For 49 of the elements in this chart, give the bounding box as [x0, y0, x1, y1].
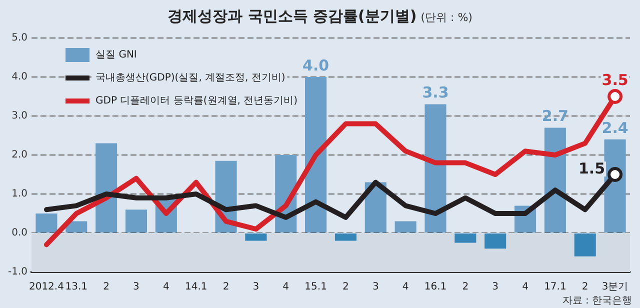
x-tick-label: 2 — [103, 282, 110, 293]
chart-subtitle: (단위 : %) — [420, 11, 472, 24]
bar — [424, 104, 446, 232]
y-tick-label: 5.0 — [12, 32, 28, 44]
x-tick-label: 3 — [133, 282, 140, 293]
bar — [245, 234, 267, 241]
x-tick-label: 2 — [342, 282, 349, 293]
y-tick-label: 3.0 — [12, 110, 28, 122]
chart-title: 경제성장과 국민소득 증감률(분기별) — [168, 7, 417, 25]
text: 자료 : 한국은행 — [562, 296, 632, 307]
x-tick-label: 16.1 — [424, 282, 447, 293]
data-label: 3.5 — [602, 70, 628, 89]
data-label: 2.4 — [602, 118, 628, 137]
x-tick-label: 2 — [222, 282, 230, 293]
data-label: 3.3 — [422, 84, 449, 102]
x-tick-label: 2012.4 — [28, 282, 64, 293]
bar — [125, 210, 148, 232]
x-tick-label: 4 — [162, 282, 170, 293]
legend-label: 실질 GNI — [96, 50, 137, 61]
x-tick-label: 3 — [372, 282, 379, 293]
x-tick-label: 4 — [282, 282, 290, 293]
x-tick-label: 17.1 — [544, 282, 566, 293]
legend-label: 국내총생산(GDP)(실질, 계절조정, 전기비) — [96, 72, 286, 84]
y-tick-label: -1.0 — [8, 266, 28, 278]
x-tick-label: 15.1 — [304, 282, 327, 293]
x-tick-label: 2 — [582, 282, 588, 293]
y-tick-label: 0.0 — [12, 228, 28, 239]
data-label: 1.5 — [578, 159, 606, 178]
bar — [574, 234, 596, 256]
x-tick-label: 13.1 — [65, 282, 88, 293]
bar — [305, 77, 327, 232]
bar — [334, 234, 356, 241]
y-tick-label: 4.0 — [12, 72, 28, 83]
x-tick-label: 3 — [252, 282, 260, 293]
data-label: 4.0 — [302, 56, 330, 74]
bar — [484, 234, 506, 249]
x-tick-label: 4 — [402, 282, 409, 293]
bar — [96, 143, 118, 232]
y-tick-label: 1.0 — [12, 188, 28, 200]
legend-label: GDP 디플레이터 등락률(원계열, 전년동기비) — [96, 96, 298, 107]
bar — [454, 234, 476, 243]
x-tick-label: 3 — [492, 282, 499, 293]
x-tick-label: 2 — [462, 282, 469, 293]
x-tick-label: 14.1 — [184, 282, 208, 293]
y-tick-label: 2.0 — [12, 150, 28, 161]
bar — [394, 221, 416, 232]
x-tick-label: 4 — [522, 282, 528, 293]
x-tick-label: 3분기 — [602, 282, 628, 293]
bar — [36, 214, 58, 232]
